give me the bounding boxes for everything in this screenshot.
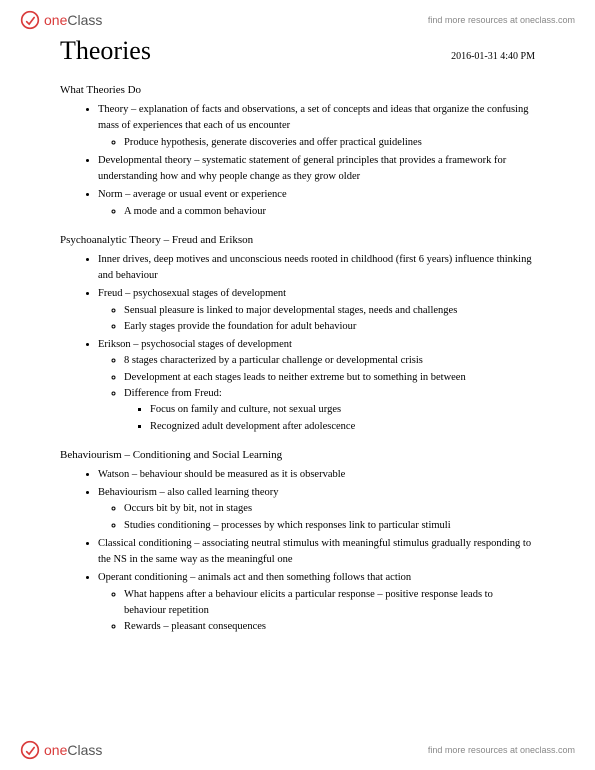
footer-tagline: find more resources at oneclass.com (428, 745, 575, 755)
sections-container: What Theories Do Theory – explanation of … (60, 84, 535, 635)
list-item-text: Development at each stages leads to neit… (124, 372, 466, 383)
bullet-list: Theory – explanation of facts and observ… (60, 102, 535, 220)
brand-logo: oneClass (20, 10, 102, 30)
logo-word-class: Class (67, 12, 102, 28)
list-item-text: A mode and a common behaviour (124, 206, 266, 217)
list-item: Developmental theory – systematic statem… (98, 153, 535, 186)
list-item-text: Operant conditioning – animals act and t… (98, 572, 411, 583)
list-item-text: Classical conditioning – associating neu… (98, 538, 531, 565)
list-item-text: Focus on family and culture, not sexual … (150, 404, 341, 415)
document-content: Theories 2016-01-31 4:40 PM What Theorie… (0, 36, 595, 635)
sub-bullet-list: Focus on family and culture, not sexual … (124, 402, 535, 435)
title-row: Theories 2016-01-31 4:40 PM (60, 36, 535, 66)
bullet-list: Inner drives, deep motives and unconscio… (60, 252, 535, 435)
sub-bullet-list: 8 stages characterized by a particular c… (98, 353, 535, 434)
logo-word-one: one (44, 12, 67, 28)
list-item: A mode and a common behaviour (124, 204, 535, 220)
list-item: Inner drives, deep motives and unconscio… (98, 252, 535, 285)
list-item: What happens after a behaviour elicits a… (124, 587, 535, 620)
page-datetime: 2016-01-31 4:40 PM (451, 51, 535, 62)
list-item-text: Produce hypothesis, generate discoveries… (124, 137, 422, 148)
logo-icon (20, 10, 40, 30)
list-item-text: Rewards – pleasant consequences (124, 621, 266, 632)
list-item-text: Studies conditioning – processes by whic… (124, 520, 451, 531)
list-item-text: Recognized adult development after adole… (150, 421, 355, 432)
list-item: Difference from Freud: Focus on family an… (124, 386, 535, 435)
list-item: Early stages provide the foundation for … (124, 319, 535, 335)
footer-brand-logo: oneClass (20, 740, 102, 760)
list-item: Freud – psychosexual stages of developme… (98, 286, 535, 335)
list-item: Development at each stages leads to neit… (124, 370, 535, 386)
list-item-text: Freud – psychosexual stages of developme… (98, 288, 286, 299)
list-item: Focus on family and culture, not sexual … (150, 402, 535, 418)
list-item: Watson – behaviour should be measured as… (98, 467, 535, 483)
bullet-list: Watson – behaviour should be measured as… (60, 467, 535, 636)
list-item: Theory – explanation of facts and observ… (98, 102, 535, 151)
list-item-text: Erikson – psychosocial stages of develop… (98, 339, 292, 350)
footer-logo-word-one: one (44, 742, 67, 758)
list-item: Behaviourism – also called learning theo… (98, 485, 535, 534)
list-item: Recognized adult development after adole… (150, 419, 535, 435)
logo-text: oneClass (44, 12, 102, 28)
list-item: Norm – average or usual event or experie… (98, 187, 535, 220)
list-item: Produce hypothesis, generate discoveries… (124, 135, 535, 151)
list-item: Operant conditioning – animals act and t… (98, 570, 535, 635)
sub-bullet-list: Produce hypothesis, generate discoveries… (98, 135, 535, 151)
list-item-text: Behaviourism – also called learning theo… (98, 487, 279, 498)
list-item-text: Inner drives, deep motives and unconscio… (98, 254, 532, 281)
list-item-text: Norm – average or usual event or experie… (98, 189, 287, 200)
list-item-text: 8 stages characterized by a particular c… (124, 355, 423, 366)
sub-bullet-list: What happens after a behaviour elicits a… (98, 587, 535, 636)
section-heading: Psychoanalytic Theory – Freud and Erikso… (60, 234, 535, 246)
list-item-text: Watson – behaviour should be measured as… (98, 469, 345, 480)
page-header: oneClass find more resources at oneclass… (0, 0, 595, 36)
list-item-text: Difference from Freud: (124, 388, 222, 399)
sub-bullet-list: Occurs bit by bit, not in stages Studies … (98, 501, 535, 534)
list-item: Studies conditioning – processes by whic… (124, 518, 535, 534)
header-tagline: find more resources at oneclass.com (428, 15, 575, 25)
section-heading: Behaviourism – Conditioning and Social L… (60, 449, 535, 461)
footer-logo-icon (20, 740, 40, 760)
list-item: Sensual pleasure is linked to major deve… (124, 303, 535, 319)
page-title: Theories (60, 36, 151, 66)
list-item-text: Developmental theory – systematic statem… (98, 155, 506, 182)
section-heading: What Theories Do (60, 84, 535, 96)
list-item: Classical conditioning – associating neu… (98, 536, 535, 569)
list-item-text: What happens after a behaviour elicits a… (124, 589, 493, 616)
list-item: Rewards – pleasant consequences (124, 619, 535, 635)
list-item-text: Sensual pleasure is linked to major deve… (124, 305, 457, 316)
list-item-text: Occurs bit by bit, not in stages (124, 503, 252, 514)
list-item-text: Theory – explanation of facts and observ… (98, 104, 528, 131)
list-item: Erikson – psychosocial stages of develop… (98, 337, 535, 435)
list-item: Occurs bit by bit, not in stages (124, 501, 535, 517)
sub-bullet-list: Sensual pleasure is linked to major deve… (98, 303, 535, 336)
list-item: 8 stages characterized by a particular c… (124, 353, 535, 369)
footer-logo-word-class: Class (67, 742, 102, 758)
list-item-text: Early stages provide the foundation for … (124, 321, 356, 332)
sub-bullet-list: A mode and a common behaviour (98, 204, 535, 220)
page-footer: oneClass find more resources at oneclass… (0, 734, 595, 770)
footer-logo-text: oneClass (44, 742, 102, 758)
